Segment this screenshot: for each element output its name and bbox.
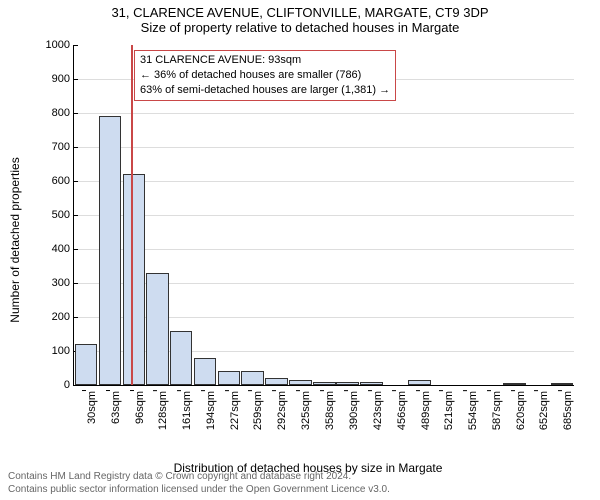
bar	[194, 358, 217, 385]
x-tick: 292sqm	[276, 391, 288, 430]
bar	[289, 380, 312, 385]
gridline	[74, 181, 574, 182]
y-tick: 600	[52, 175, 74, 187]
annotation-line-2: ← 36% of detached houses are smaller (78…	[140, 68, 390, 83]
x-tick: 227sqm	[229, 391, 241, 430]
x-tick: 554sqm	[467, 391, 479, 430]
bar	[218, 371, 241, 385]
y-tick: 100	[52, 345, 74, 357]
x-tick: 620sqm	[515, 391, 527, 430]
x-tick: 423sqm	[372, 391, 384, 430]
bar	[123, 174, 146, 385]
annotation-line-3: 63% of semi-detached houses are larger (…	[140, 83, 390, 98]
gridline	[74, 249, 574, 250]
bar	[170, 331, 193, 385]
x-tick: 456sqm	[396, 391, 408, 430]
gridline	[74, 113, 574, 114]
y-tick: 300	[52, 277, 74, 289]
bar	[313, 382, 336, 385]
chart-subtitle: Size of property relative to detached ho…	[0, 20, 600, 40]
x-tick: 30sqm	[86, 391, 98, 424]
x-tick: 489sqm	[420, 391, 432, 430]
gridline	[74, 215, 574, 216]
bar	[336, 382, 359, 385]
footer-line-2: Contains public sector information licen…	[8, 483, 390, 496]
x-tick: 161sqm	[181, 391, 193, 430]
footer-line-1: Contains HM Land Registry data © Crown c…	[8, 470, 390, 483]
y-tick: 900	[52, 73, 74, 85]
chart-container: Number of detached properties 0100200300…	[33, 45, 583, 435]
x-tick: 325sqm	[300, 391, 312, 430]
bar	[408, 380, 431, 385]
x-tick: 358sqm	[324, 391, 336, 430]
y-tick: 800	[52, 107, 74, 119]
bar	[503, 383, 526, 385]
y-tick: 0	[64, 379, 74, 391]
x-tick: 587sqm	[491, 391, 503, 430]
x-tick: 96sqm	[134, 391, 146, 424]
chart-title: 31, CLARENCE AVENUE, CLIFTONVILLE, MARGA…	[0, 0, 600, 20]
y-axis-label: Number of detached properties	[8, 157, 22, 322]
annotation-line-1: 31 CLARENCE AVENUE: 93sqm	[140, 53, 390, 68]
reference-line	[131, 45, 133, 385]
bar	[99, 116, 122, 385]
y-tick: 200	[52, 311, 74, 323]
annotation-box: 31 CLARENCE AVENUE: 93sqm ← 36% of detac…	[134, 50, 396, 101]
x-tick: 390sqm	[348, 391, 360, 430]
x-tick: 259sqm	[252, 391, 264, 430]
bar	[265, 378, 288, 385]
footer: Contains HM Land Registry data © Crown c…	[8, 470, 390, 496]
bar	[75, 344, 98, 385]
y-tick: 500	[52, 209, 74, 221]
x-tick: 63sqm	[110, 391, 122, 424]
y-tick: 700	[52, 141, 74, 153]
gridline	[74, 147, 574, 148]
x-tick: 128sqm	[157, 391, 169, 430]
bar	[551, 383, 574, 385]
x-tick: 194sqm	[205, 391, 217, 430]
x-tick: 685sqm	[562, 391, 574, 430]
plot-area: 0100200300400500600700800900100030sqm63s…	[73, 45, 574, 386]
x-tick: 521sqm	[443, 391, 455, 430]
y-tick: 400	[52, 243, 74, 255]
y-tick: 1000	[46, 39, 74, 51]
bar	[360, 382, 383, 385]
bar	[146, 273, 169, 385]
x-tick: 652sqm	[538, 391, 550, 430]
bar	[241, 371, 264, 385]
